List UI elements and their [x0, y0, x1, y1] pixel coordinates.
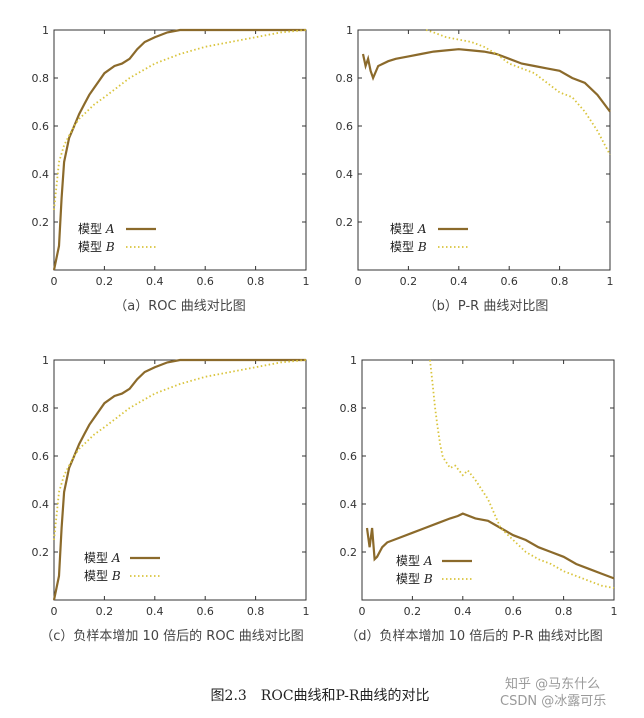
y-tick-label: 0.2	[340, 546, 358, 559]
y-tick-label: 0.4	[340, 498, 358, 511]
legend-label-b: 模型 B	[84, 569, 121, 583]
x-tick-label: 1	[611, 605, 618, 618]
panel-a-chart: 0 0.2 0.4 0.6 0.8 1 0.2 0.4 0.6 0.8 1 模型 A 模型 B （a…	[32, 24, 310, 314]
y-tick-label: 0.6	[336, 120, 354, 133]
x-tick-label: 0	[355, 275, 362, 288]
series-model-b-line	[53, 359, 307, 541]
legend-label-a: 模型 A	[396, 554, 433, 568]
legend-label-a: 模型 A	[84, 551, 121, 565]
y-tick-label: 1	[42, 354, 49, 367]
x-tick-label: 0	[51, 605, 58, 618]
y-tick-label: 0.4	[32, 168, 50, 181]
y-tick-label: 0.4	[336, 168, 354, 181]
panel-caption: （c）负样本增加 10 倍后的 ROC 曲线对比图	[40, 628, 304, 644]
legend: 模型 A 模型 B	[390, 222, 468, 254]
watermark-csdn: CSDN @冰露可乐	[500, 694, 606, 709]
legend-label-b: 模型 B	[78, 240, 115, 254]
panel-caption: （d）负样本增加 10 倍后的 P-R 曲线对比图	[345, 628, 603, 644]
y-tick-label: 0.2	[32, 216, 50, 229]
panel-caption: （b）P-R 曲线对比图	[424, 299, 549, 314]
series-model-b-line	[425, 29, 611, 156]
x-tick-label: 0.6	[196, 605, 214, 618]
x-tick-label: 0.8	[551, 275, 569, 288]
x-tick-label: 0.8	[247, 275, 265, 288]
series-model-b-line	[53, 29, 307, 211]
x-tick-label: 1	[303, 605, 310, 618]
x-tick-label: 0.4	[450, 275, 468, 288]
legend-label-a: 模型 A	[390, 222, 427, 236]
y-tick-label: 0.6	[32, 450, 50, 463]
x-tick-label: 0.2	[96, 605, 114, 618]
y-tick-label: 0.8	[32, 72, 50, 85]
figure-caption: 图2.3 ROC曲线和P-R曲线的对比	[211, 688, 430, 704]
panel-b-chart: 0 0.2 0.4 0.6 0.8 1 0.2 0.4 0.6 0.8 1 模型 A 模型 B （b…	[336, 24, 614, 314]
y-tick-label: 1	[350, 354, 357, 367]
x-tick-label: 0.2	[96, 275, 114, 288]
x-tick-label: 0.6	[500, 275, 518, 288]
legend-label-a: 模型 A	[78, 222, 115, 236]
watermark-zhihu: 知乎 @马东什么	[505, 676, 600, 692]
x-tick-label: 1	[607, 275, 614, 288]
x-tick-label: 0.2	[404, 605, 422, 618]
y-tick-label: 0.6	[340, 450, 358, 463]
x-tick-label: 0.4	[454, 605, 472, 618]
y-tick-label: 0.8	[340, 402, 358, 415]
panel-d-chart: 0 0.2 0.4 0.6 0.8 1 0.2 0.4 0.6 0.8 1 模型 A 模型 B （d…	[340, 354, 618, 644]
plot-frame	[357, 29, 611, 271]
series-model-a-line	[365, 512, 615, 580]
legend: 模型 A 模型 B	[84, 551, 160, 583]
series-model-b-line	[429, 359, 615, 589]
y-tick-label: 0.6	[32, 120, 50, 133]
panel-caption: （a）ROC 曲线对比图	[114, 299, 245, 314]
x-tick-label: 0.6	[196, 275, 214, 288]
legend: 模型 A 模型 B	[396, 554, 472, 586]
x-tick-label: 1	[303, 275, 310, 288]
y-tick-label: 0.8	[336, 72, 354, 85]
panel-c-chart: 0 0.2 0.4 0.6 0.8 1 0.2 0.4 0.6 0.8 1 模型 A 模型 B （c…	[32, 354, 310, 644]
y-tick-label: 0.2	[32, 546, 50, 559]
x-tick-label: 0	[359, 605, 366, 618]
x-tick-label: 0.8	[247, 605, 265, 618]
y-tick-label: 1	[346, 24, 353, 37]
series-model-a-line	[361, 48, 611, 113]
plot-frame	[361, 359, 615, 601]
x-tick-label: 0.4	[146, 275, 164, 288]
y-tick-label: 1	[42, 24, 49, 37]
series-model-a-line	[52, 28, 306, 271]
x-tick-label: 0.6	[504, 605, 522, 618]
y-tick-label: 0.2	[336, 216, 354, 229]
y-tick-label: 0.4	[32, 498, 50, 511]
legend-label-b: 模型 B	[390, 240, 427, 254]
x-tick-label: 0.4	[146, 605, 164, 618]
x-tick-label: 0	[51, 275, 58, 288]
legend: 模型 A 模型 B	[78, 222, 156, 254]
series-model-a-line	[52, 358, 306, 601]
y-tick-label: 0.8	[32, 402, 50, 415]
legend-label-b: 模型 B	[396, 572, 433, 586]
x-tick-label: 0.2	[400, 275, 418, 288]
x-tick-label: 0.8	[555, 605, 573, 618]
